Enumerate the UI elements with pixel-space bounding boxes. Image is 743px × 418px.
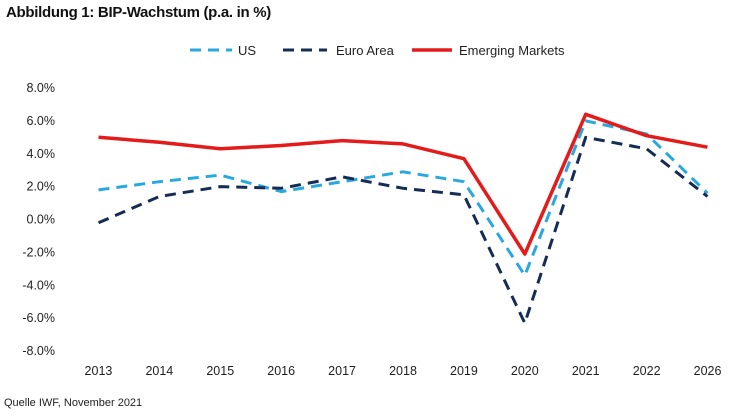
x-tick-label: 2018 [389,364,417,378]
y-tick-label: 8.0% [27,81,56,95]
source-note: Quelle IWF, November 2021 [4,397,143,409]
x-tick-label: 2016 [267,364,295,378]
series-line-euro-area [97,135,709,325]
x-tick-label: 2019 [450,364,478,378]
x-tick-label: 2013 [85,364,113,378]
legend-label: Emerging Markets [459,43,565,58]
legend-label: US [238,43,256,58]
y-tick-label: 2.0% [27,180,56,194]
legend: US Euro Area Emerging Markets [190,43,565,58]
y-tick-label: -4.0% [22,278,55,292]
x-tick-label: 2015 [206,364,234,378]
x-tick-label: 2014 [145,364,173,378]
y-tick-label: -8.0% [22,344,55,358]
y-tick-label: -2.0% [22,245,55,259]
series-line-us [98,119,709,277]
y-tick-label: 4.0% [27,147,56,161]
series-line-emerging-markets [98,112,708,256]
x-tick-label: 2017 [328,364,356,378]
x-tick-label: 2022 [633,364,661,378]
x-tick-label: 2020 [511,364,539,378]
series-lines [97,112,709,325]
x-tick-label: 2021 [572,364,600,378]
y-tick-label: 0.0% [27,213,56,227]
y-axis: 8.0% 6.0% 4.0% 2.0% 0.0% -2.0% -4.0% -6.0% -8.0% [22,81,55,358]
y-tick-label: -6.0% [22,311,55,325]
x-tick-label: 2026 [694,364,722,378]
y-tick-label: 6.0% [27,114,56,128]
legend-label: Euro Area [336,43,395,58]
chart-title: Abbildung 1: BIP-Wachstum (p.a. in %) [6,4,272,21]
x-axis: 2013 2014 2015 2016 2017 2018 2019 2020 2021 2022… [85,364,722,378]
